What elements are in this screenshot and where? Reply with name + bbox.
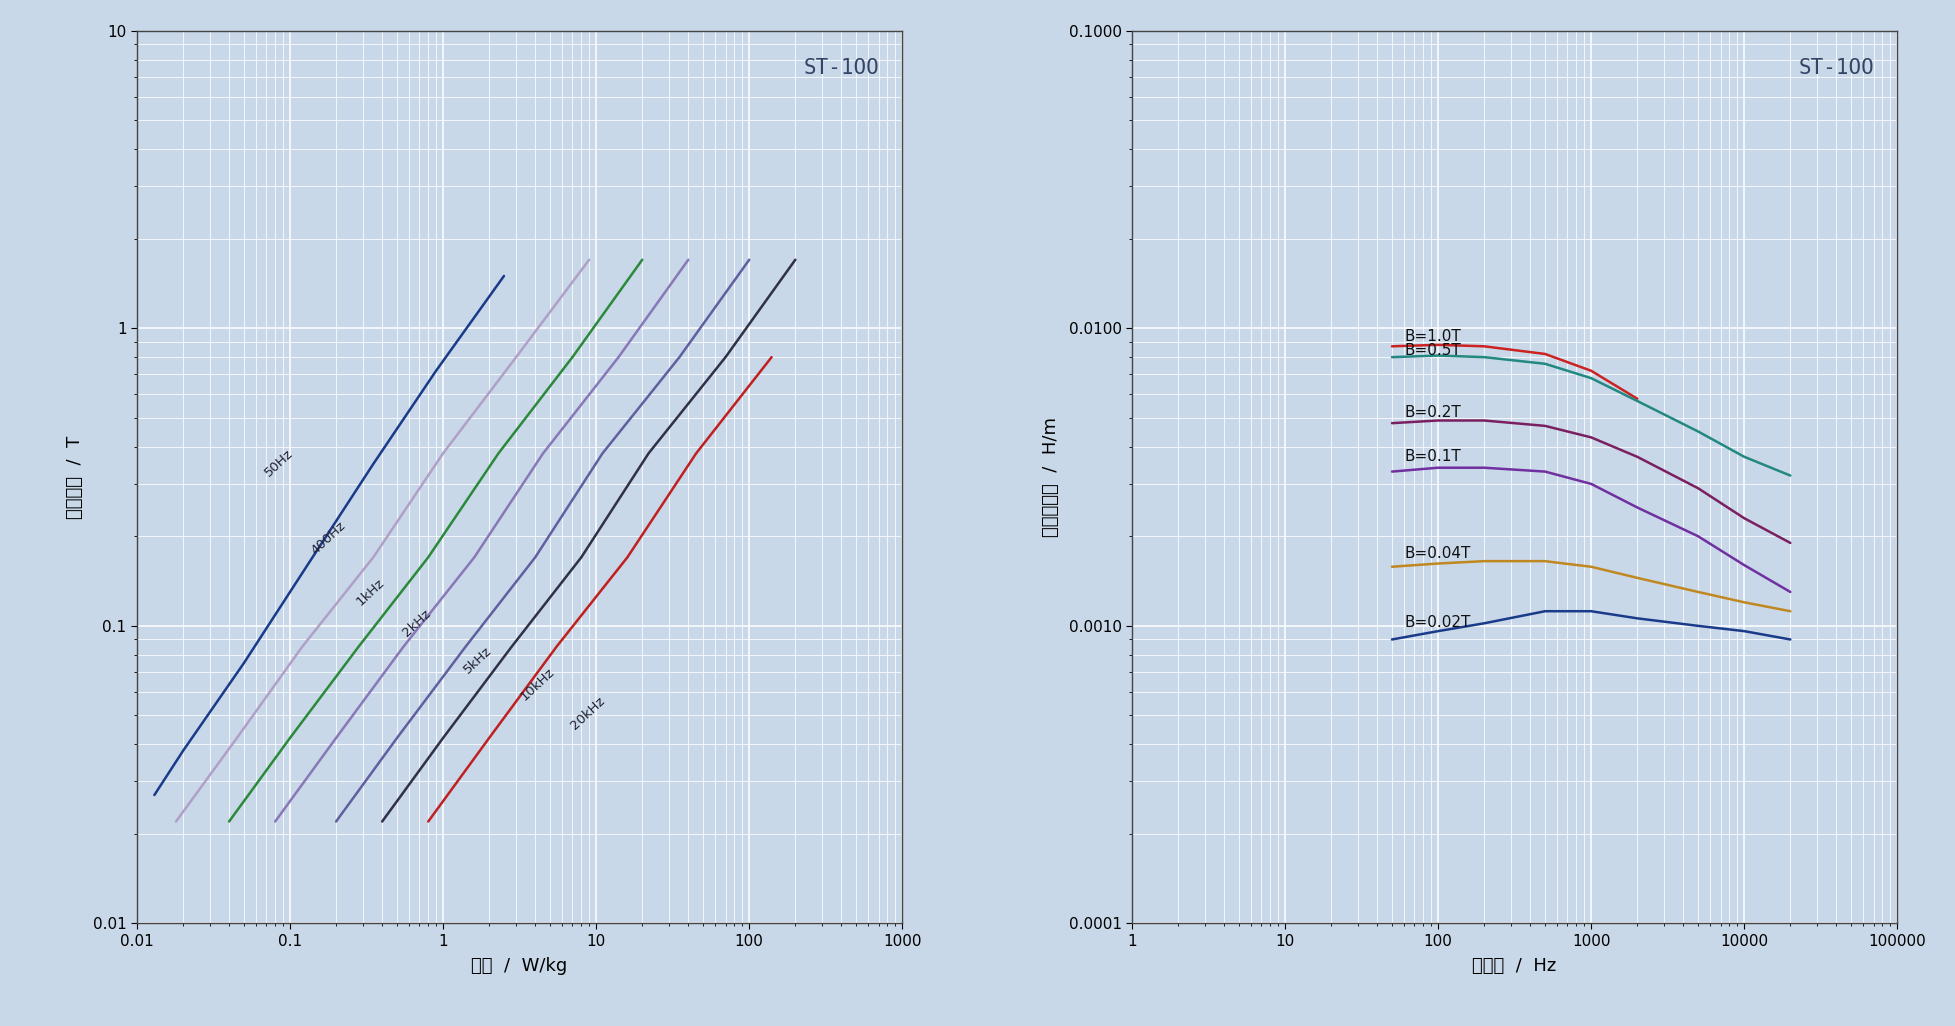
Text: B=0.2T: B=0.2T [1404, 405, 1460, 421]
Text: B=0.02T: B=0.02T [1404, 615, 1470, 630]
X-axis label: 周波数  /  Hz: 周波数 / Hz [1472, 957, 1556, 975]
Y-axis label: 交流透磁率  /  H/m: 交流透磁率 / H/m [1042, 418, 1060, 537]
Text: B=0.1T: B=0.1T [1404, 449, 1460, 465]
Text: ST-1OO: ST-1OO [804, 57, 880, 78]
Text: 10kHz: 10kHz [518, 665, 557, 703]
Text: 2kHz: 2kHz [401, 607, 434, 639]
Y-axis label: 磁束密度  /  T: 磁束密度 / T [66, 435, 84, 519]
Text: 50Hz: 50Hz [262, 447, 295, 480]
Text: 1kHz: 1kHz [354, 576, 387, 607]
Text: B=0.04T: B=0.04T [1404, 546, 1470, 561]
Text: 20kHz: 20kHz [567, 695, 608, 732]
Text: 400Hz: 400Hz [309, 519, 348, 557]
Text: B=0.5T: B=0.5T [1404, 344, 1460, 358]
X-axis label: 鉄損  /  W/kg: 鉄損 / W/kg [471, 957, 567, 975]
Text: B=1.0T: B=1.0T [1404, 328, 1460, 344]
Text: 5kHz: 5kHz [461, 643, 495, 676]
Text: ST-1OO: ST-1OO [1799, 57, 1873, 78]
